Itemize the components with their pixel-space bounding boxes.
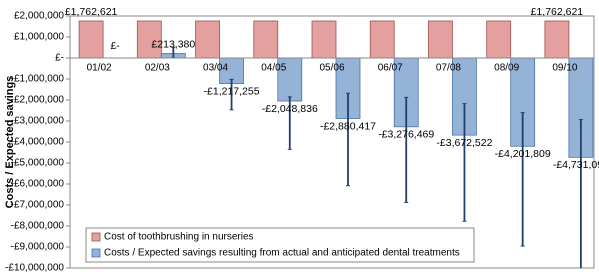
x-tick-label: 05/06 [319,63,344,74]
x-tick-label: 09/10 [552,63,577,74]
data-label: -£3,276,469 [378,129,434,141]
x-tick-label: 03/04 [203,63,228,74]
legend-label: Cost of toothbrushing in nurseries [104,232,254,243]
data-label: -£1,217,255 [204,85,260,97]
bar [195,20,220,59]
data-label: £1,762,621 [65,6,118,18]
data-label: £- [110,40,120,52]
data-label: -£4,731,097 [553,159,599,171]
bar [78,20,104,59]
y-tick-label: -£8,000,000 [11,221,65,232]
data-label: -£4,201,809 [495,148,551,160]
bar [486,20,512,59]
y-axis-label: Costs / Expected savings [4,76,16,209]
data-label: -£3,672,522 [436,137,492,149]
legend-box [85,227,475,263]
data-label: £1,762,621 [531,6,584,18]
legend-swatch [91,232,101,242]
x-tick-label: 07/08 [436,63,461,74]
bar [393,57,419,128]
y-tick-label: -£6,000,000 [11,179,65,190]
x-tick-label: 06/07 [378,63,403,74]
y-tick-label: -£3,000,000 [11,116,65,127]
y-tick-label: -£4,000,000 [11,137,65,148]
y-tick-label: -£9,000,000 [11,242,65,253]
bar [544,20,570,59]
data-label: £213,380 [151,38,195,50]
x-tick-label: 08/09 [494,63,519,74]
bar [311,20,337,59]
data-label: -£2,880,417 [320,120,376,132]
y-tick-label: -£2,000,000 [11,95,65,106]
bar [253,20,279,59]
x-tick-label: 02/03 [145,63,170,74]
bar [428,20,453,59]
bar [369,20,395,59]
y-tick-label: -£10,000,000 [5,263,64,274]
legend-label: Costs / Expected savings resulting from … [104,248,460,259]
y-tick-label: £2,000,000 [14,11,64,22]
x-tick-label: 04/05 [261,63,286,74]
x-tick-label: 01/02 [87,63,112,74]
legend-swatch [91,248,101,258]
y-tick-label: -£5,000,000 [11,158,65,169]
y-tick-label: £1,000,000 [14,32,64,43]
y-tick-label: -£1,000,000 [11,74,65,85]
y-tick-label: £- [55,53,64,64]
data-label: -£2,048,836 [262,103,318,115]
y-tick-label: -£7,000,000 [11,200,65,211]
